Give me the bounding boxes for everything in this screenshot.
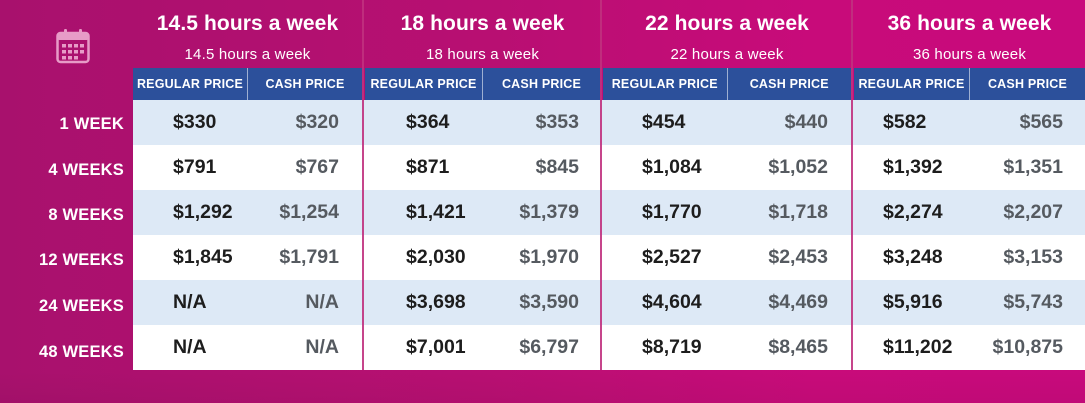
regular-price: $364: [406, 111, 450, 133]
column-subtitle: 18 hours a week: [425, 46, 540, 63]
cash-price: $10,875: [992, 336, 1064, 358]
regular-price: $3,698: [406, 291, 466, 313]
table-row: $1,845 $1,791 $2,030 $1,970 $2,527 $2,45…: [133, 235, 1085, 280]
price-table-body: $330 $320 $364 $353 $454 $440 $582 $565 …: [133, 100, 1085, 370]
cash-price-header: CASH PRICE: [482, 68, 600, 100]
regular-price: $1,770: [642, 201, 702, 223]
cash-price: $1,254: [279, 201, 339, 223]
column-divider: [362, 0, 364, 370]
regular-price: N/A: [173, 291, 207, 313]
regular-price: $2,030: [406, 246, 466, 268]
cash-price: $6,797: [519, 336, 579, 358]
column-title: 36 hours a week: [887, 12, 1052, 35]
row-label: 8 WEEKS: [48, 206, 124, 224]
column-subtitle: 14.5 hours a week: [184, 46, 311, 63]
regular-price: $1,392: [883, 156, 943, 178]
calendar-icon: [56, 29, 90, 64]
cash-price: $3,590: [519, 291, 579, 313]
cash-price: $845: [535, 156, 579, 178]
regular-price: $7,001: [406, 336, 466, 358]
cash-price: N/A: [305, 291, 339, 313]
column-title: 18 hours a week: [400, 12, 565, 35]
cash-price: $353: [535, 111, 579, 133]
table-row: $791 $767 $871 $845 $1,084 $1,052 $1,392…: [133, 145, 1085, 190]
subheader-group-3: REGULAR PRICE CASH PRICE: [854, 68, 1085, 100]
cash-price: $1,718: [768, 201, 828, 223]
regular-price: $8,719: [642, 336, 702, 358]
regular-price: $1,084: [642, 156, 702, 178]
cash-price: $767: [295, 156, 339, 178]
cash-price: $1,052: [768, 156, 828, 178]
column-title: 22 hours a week: [645, 12, 809, 35]
table-row: N/A N/A $3,698 $3,590 $4,604 $4,469 $5,9…: [133, 280, 1085, 325]
regular-price: $582: [883, 111, 927, 133]
cash-price-header: CASH PRICE: [247, 68, 362, 100]
cash-price-header: CASH PRICE: [969, 68, 1085, 100]
subheader-group-0: REGULAR PRICE CASH PRICE: [133, 68, 362, 100]
regular-price: $1,845: [173, 246, 233, 268]
row-label: 12 WEEKS: [38, 251, 124, 269]
cash-price: $4,469: [768, 291, 828, 313]
regular-price: N/A: [173, 336, 207, 358]
cash-price: $320: [295, 111, 339, 133]
regular-price: $5,916: [883, 291, 943, 313]
cash-price: $1,791: [279, 246, 339, 268]
cash-price: $8,465: [768, 336, 828, 358]
row-label: 4 WEEKS: [48, 161, 124, 179]
column-title: 14.5 hours a week: [156, 12, 339, 35]
cash-price: $1,970: [519, 246, 579, 268]
regular-price-header: REGULAR PRICE: [370, 77, 477, 91]
regular-price: $791: [173, 156, 217, 178]
regular-price: $2,527: [642, 246, 702, 268]
regular-price-header: REGULAR PRICE: [136, 77, 244, 91]
regular-price: $3,248: [883, 246, 943, 268]
column-subtitle: 36 hours a week: [912, 46, 1027, 63]
cash-price-header: CASH PRICE: [726, 68, 852, 100]
column-divider: [600, 0, 602, 370]
table-row: N/A N/A $7,001 $6,797 $8,719 $8,465 $11,…: [133, 325, 1085, 370]
cash-price: $1,379: [519, 201, 579, 223]
cash-price: $1,351: [1003, 156, 1063, 178]
column-subtitle: 22 hours a week: [670, 46, 784, 63]
subheader-group-2: REGULAR PRICE CASH PRICE: [603, 68, 851, 100]
regular-price: $871: [406, 156, 450, 178]
table-row: $1,292 $1,254 $1,421 $1,379 $1,770 $1,71…: [133, 190, 1085, 235]
cash-price: $3,153: [1003, 246, 1063, 268]
cash-price: N/A: [305, 336, 339, 358]
cash-price: $5,743: [1003, 291, 1063, 313]
regular-price: $330: [173, 111, 217, 133]
subheader-group-1: REGULAR PRICE CASH PRICE: [365, 68, 600, 100]
regular-price: $4,604: [642, 291, 702, 313]
cash-price: $2,453: [768, 246, 828, 268]
regular-price: $1,421: [406, 201, 466, 223]
regular-price: $1,292: [173, 201, 233, 223]
regular-price: $2,274: [883, 201, 943, 223]
cash-price: $565: [1019, 111, 1063, 133]
row-label: 1 WEEK: [59, 115, 124, 133]
row-label: 24 WEEKS: [38, 297, 124, 315]
regular-price-header: REGULAR PRICE: [858, 77, 965, 91]
regular-price-header: REGULAR PRICE: [611, 77, 718, 91]
column-divider: [851, 0, 853, 370]
row-label: 48 WEEKS: [38, 343, 124, 361]
cash-price: $2,207: [1003, 201, 1063, 223]
regular-price: $454: [642, 111, 686, 133]
regular-price: $11,202: [883, 336, 953, 358]
table-row: $330 $320 $364 $353 $454 $440 $582 $565: [133, 100, 1085, 145]
cash-price: $440: [784, 111, 828, 133]
